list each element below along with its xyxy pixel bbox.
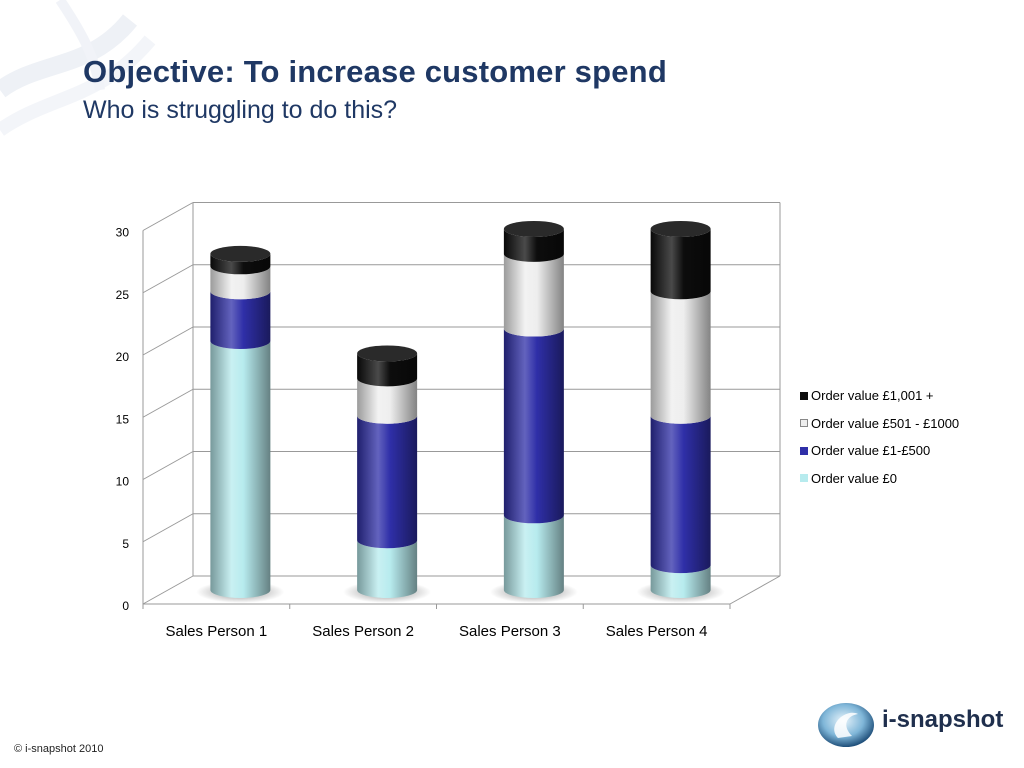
y-tick-label: 0 xyxy=(122,599,129,613)
bar-segment xyxy=(650,565,711,598)
legend-swatch-0 xyxy=(800,474,808,483)
bar-segment xyxy=(357,540,418,598)
y-tick-label: 30 xyxy=(116,226,130,240)
legend-label-1001-plus: Order value £1,001 + xyxy=(811,388,934,404)
side-wall-gridline xyxy=(142,451,194,480)
x-tick-label: Sales Person 3 xyxy=(459,623,561,640)
bar-segment xyxy=(503,228,564,262)
side-wall-gridline xyxy=(142,513,194,543)
side-wall-gridline xyxy=(142,202,194,231)
bar-segment xyxy=(650,291,711,424)
bar-segment xyxy=(503,253,564,337)
copyright-text: © i-snapshot 2010 xyxy=(14,743,104,755)
legend-item-1-500: Order value £1-£500 xyxy=(800,437,959,465)
chart-legend: Order value £1,001 + Order value £501 - … xyxy=(800,382,959,492)
bar-segment xyxy=(503,515,564,598)
floor-right-edge xyxy=(729,575,781,605)
slide-title: Objective: To increase customer spend xyxy=(83,54,667,89)
corner-decoration xyxy=(0,0,156,136)
side-wall-gridline xyxy=(142,326,194,356)
bar-segment xyxy=(650,415,711,574)
i-snapshot-logo: i-snapshot xyxy=(816,700,1003,750)
bar-segment xyxy=(210,341,271,598)
y-tick-label: 15 xyxy=(116,412,130,426)
x-tick-label: Sales Person 4 xyxy=(606,623,708,640)
y-tick-label: 10 xyxy=(116,475,130,489)
y-tick-label: 5 xyxy=(122,537,129,551)
side-wall-gridline xyxy=(142,264,194,294)
side-wall-gridline xyxy=(142,388,194,418)
x-tick-label: Sales Person 2 xyxy=(312,623,414,640)
bar-segment xyxy=(357,378,418,424)
legend-swatch-1001-plus xyxy=(800,391,808,400)
y-tick-label: 20 xyxy=(116,350,130,364)
legend-item-0: Order value £0 xyxy=(800,465,959,493)
logo-swirl-icon xyxy=(818,703,874,747)
side-wall-gridline xyxy=(142,575,194,605)
bar-segment xyxy=(210,266,271,300)
bar-segment xyxy=(357,353,418,387)
legend-item-501-1000: Order value £501 - £1000 xyxy=(800,410,959,438)
legend-label-1-500: Order value £1-£500 xyxy=(811,443,931,459)
bar-segment xyxy=(503,328,564,524)
legend-item-1001-plus: Order value £1,001 + xyxy=(800,382,959,410)
legend-swatch-1-500 xyxy=(800,446,808,455)
x-tick-label: Sales Person 1 xyxy=(166,623,268,640)
y-tick-label: 25 xyxy=(116,288,130,302)
legend-label-0: Order value £0 xyxy=(811,470,897,486)
bar-segment xyxy=(650,228,711,300)
bar-top-cap xyxy=(650,220,711,237)
bar-segment xyxy=(210,291,271,349)
legend-label-501-1000: Order value £501 - £1000 xyxy=(811,415,960,431)
bar-top-cap xyxy=(210,245,271,262)
bar-segment xyxy=(210,253,271,275)
bar-top-cap xyxy=(503,220,564,237)
slide-subtitle: Who is struggling to do this? xyxy=(83,96,398,124)
legend-swatch-501-1000 xyxy=(800,419,808,428)
logo-text: i-snapshot xyxy=(882,706,1004,733)
bar-segment xyxy=(357,415,418,549)
bar-top-cap xyxy=(357,345,418,362)
